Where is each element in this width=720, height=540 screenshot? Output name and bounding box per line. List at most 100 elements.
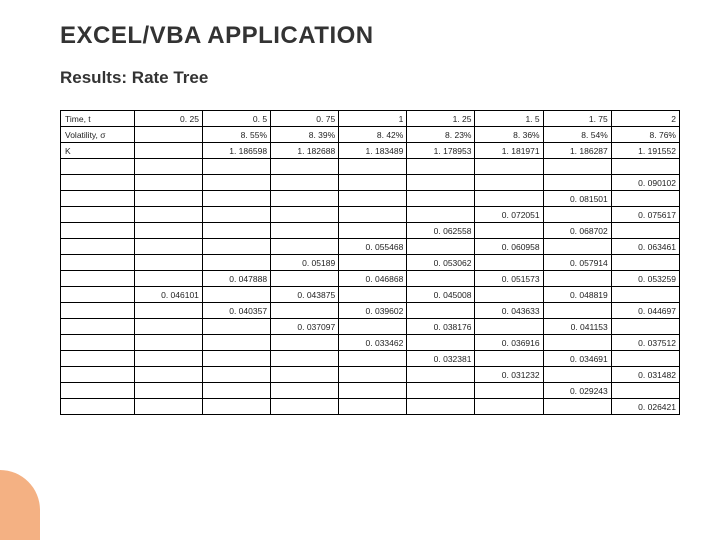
table-cell <box>611 319 679 335</box>
table-cell <box>271 271 339 287</box>
table-row: 0. 037097 0. 038176 0. 041153 <box>61 319 680 335</box>
table-row: 0. 047888 0. 046868 0. 051573 0. 053259 <box>61 271 680 287</box>
table-cell <box>134 223 202 239</box>
table-cell: 8. 55% <box>202 127 270 143</box>
table-cell <box>271 351 339 367</box>
table-cell: 1. 191552 <box>611 143 679 159</box>
table-cell <box>61 175 135 191</box>
table-cell <box>271 303 339 319</box>
table-cell <box>339 367 407 383</box>
table-cell <box>271 175 339 191</box>
table-cell <box>134 207 202 223</box>
table-cell <box>134 271 202 287</box>
accent-decoration <box>0 470 40 540</box>
table-cell: 0. 047888 <box>202 271 270 287</box>
table-cell <box>134 143 202 159</box>
table-cell: K <box>61 143 135 159</box>
table-cell <box>202 207 270 223</box>
table-row: Volatility, σ 8. 55%8. 39%8. 42%8. 23%8.… <box>61 127 680 143</box>
table-cell <box>543 399 611 415</box>
table-cell: 0. 037097 <box>271 319 339 335</box>
table-row: 0. 090102 <box>61 175 680 191</box>
table-row: 0. 081501 <box>61 191 680 207</box>
table-cell <box>202 287 270 303</box>
table-cell: 0. 068702 <box>543 223 611 239</box>
table-cell <box>202 255 270 271</box>
table-row: 0. 031232 0. 031482 <box>61 367 680 383</box>
table-cell <box>407 399 475 415</box>
table-cell: 0. 062558 <box>407 223 475 239</box>
table-cell: 1. 178953 <box>407 143 475 159</box>
table-cell <box>202 239 270 255</box>
table-cell <box>339 351 407 367</box>
table-cell <box>339 223 407 239</box>
table-cell <box>475 383 543 399</box>
table-cell <box>202 159 270 175</box>
table-cell <box>61 367 135 383</box>
table-row: 0. 055468 0. 060958 0. 063461 <box>61 239 680 255</box>
table-cell: 0. 053259 <box>611 271 679 287</box>
table-cell <box>611 287 679 303</box>
table-row: K 1. 1865981. 1826881. 1834891. 1789531.… <box>61 143 680 159</box>
table-row: 0. 072051 0. 075617 <box>61 207 680 223</box>
table-cell <box>407 367 475 383</box>
table-cell <box>475 399 543 415</box>
table-cell: 0. 053062 <box>407 255 475 271</box>
table-cell: 8. 39% <box>271 127 339 143</box>
table-row: 0. 026421 <box>61 399 680 415</box>
table-cell: 0. 041153 <box>543 319 611 335</box>
table-cell: 2 <box>611 111 679 127</box>
table-cell <box>202 399 270 415</box>
table-cell <box>339 207 407 223</box>
table-cell <box>61 191 135 207</box>
table-cell <box>202 175 270 191</box>
table-cell <box>611 223 679 239</box>
table-cell: 0. 031232 <box>475 367 543 383</box>
table-cell <box>134 303 202 319</box>
table-cell <box>271 223 339 239</box>
table-cell <box>339 287 407 303</box>
table-cell: Volatility, σ <box>61 127 135 143</box>
table-cell <box>543 207 611 223</box>
table-cell <box>339 159 407 175</box>
table-cell <box>407 239 475 255</box>
table-cell <box>339 399 407 415</box>
table-cell <box>134 255 202 271</box>
table-cell <box>134 239 202 255</box>
table-cell: 0. 5 <box>202 111 270 127</box>
table-cell <box>134 367 202 383</box>
table-cell: 1. 75 <box>543 111 611 127</box>
table-cell: 1 <box>339 111 407 127</box>
table-cell: 0. 029243 <box>543 383 611 399</box>
table-cell: 0. 046868 <box>339 271 407 287</box>
table-row: 0. 033462 0. 036916 0. 037512 <box>61 335 680 351</box>
table-cell: 0. 05189 <box>271 255 339 271</box>
table-cell <box>475 319 543 335</box>
table-cell <box>61 319 135 335</box>
table-cell: 8. 36% <box>475 127 543 143</box>
table-cell <box>202 383 270 399</box>
table-cell <box>202 319 270 335</box>
table-cell <box>543 175 611 191</box>
table-cell: 8. 23% <box>407 127 475 143</box>
table-cell <box>543 159 611 175</box>
table-cell <box>61 159 135 175</box>
table-row: Time, t0. 250. 50. 7511. 251. 51. 752 <box>61 111 680 127</box>
table-cell: 0. 057914 <box>543 255 611 271</box>
table-cell <box>134 191 202 207</box>
table-cell <box>61 399 135 415</box>
table-row: 0. 032381 0. 034691 <box>61 351 680 367</box>
table-cell: 0. 033462 <box>339 335 407 351</box>
table-cell <box>407 207 475 223</box>
table-cell <box>202 335 270 351</box>
table-row <box>61 159 680 175</box>
page-subtitle: Results: Rate Tree <box>60 68 680 88</box>
table-cell <box>202 351 270 367</box>
table-cell <box>61 303 135 319</box>
table-cell: 0. 034691 <box>543 351 611 367</box>
table-cell: 0. 090102 <box>611 175 679 191</box>
table-cell: 0. 040357 <box>202 303 270 319</box>
table-cell <box>61 223 135 239</box>
table-cell <box>475 175 543 191</box>
table-cell: 1. 5 <box>475 111 543 127</box>
